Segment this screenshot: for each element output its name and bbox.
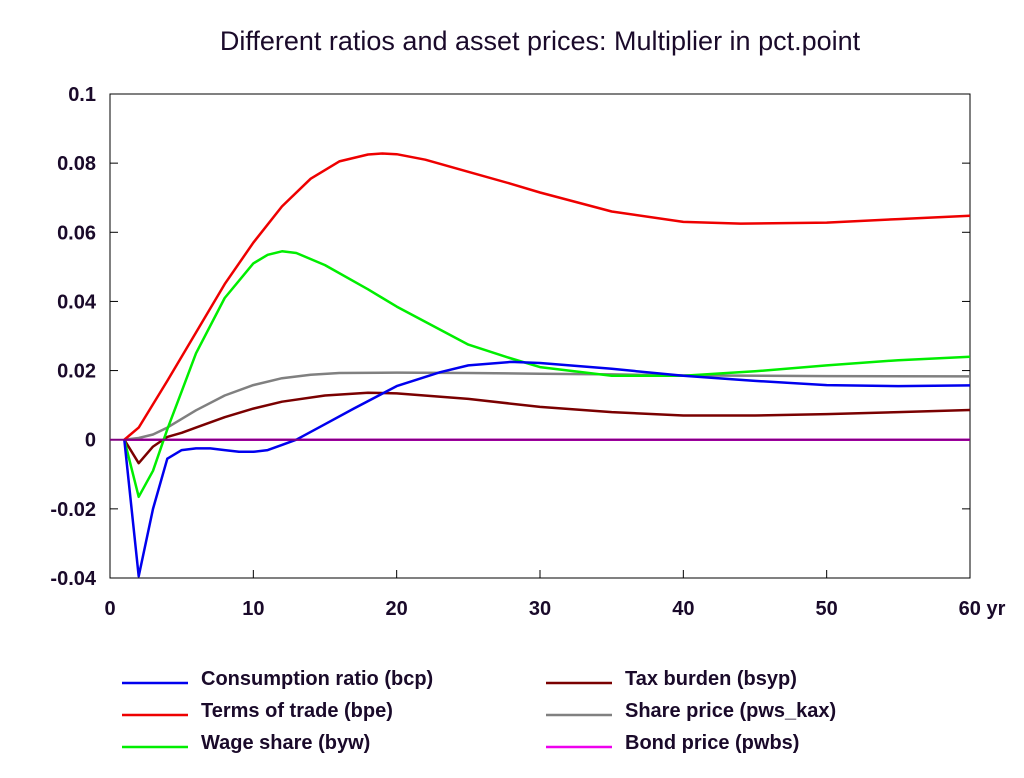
x-tick-label: 40 <box>672 598 694 620</box>
x-tick-label: 50 <box>816 598 838 620</box>
series-line-4 <box>124 371 971 441</box>
x-ticks: 0 10 20 30 40 50 60 yr <box>104 570 1006 620</box>
legend-label: Bond price (pwbs) <box>625 732 799 754</box>
legend-label: Wage share (byw) <box>201 732 370 754</box>
x-tick-label: 20 <box>386 598 408 620</box>
series-line-0 <box>123 360 971 578</box>
y-tick-label: 0 <box>85 430 96 452</box>
series-lines <box>110 152 971 578</box>
chart-title: Different ratios and asset prices: Multi… <box>220 26 861 56</box>
y-tick-label: -0.04 <box>50 568 96 590</box>
legend-label: Consumption ratio (bcp) <box>201 668 433 690</box>
x-tick-label: 60 yr <box>959 598 1006 620</box>
y-ticks: 0.1 0.08 0.06 0.04 0.02 0 -0.02 -0.04 <box>50 84 970 590</box>
y-tick-label: 0.04 <box>57 291 97 313</box>
x-tick-label: 30 <box>529 598 551 620</box>
series-line-2 <box>123 250 971 499</box>
plot-frame <box>109 93 971 579</box>
legend-label: Tax burden (bsyp) <box>625 668 797 690</box>
legend: Consumption ratio (bcp) Terms of trade (b… <box>122 668 836 754</box>
series-line-3 <box>123 391 971 465</box>
y-tick-label: 0.06 <box>57 222 96 244</box>
x-tick-label: 10 <box>242 598 264 620</box>
y-tick-label: -0.02 <box>50 499 96 521</box>
legend-label: Terms of trade (bpe) <box>201 700 393 722</box>
y-tick-label: 0.08 <box>57 153 96 175</box>
series-line-1 <box>123 152 971 441</box>
y-tick-label: 0.1 <box>68 84 96 106</box>
x-tick-label: 0 <box>104 598 115 620</box>
y-tick-label: 0.02 <box>57 361 96 383</box>
legend-label: Share price (pws_kax) <box>625 700 836 722</box>
